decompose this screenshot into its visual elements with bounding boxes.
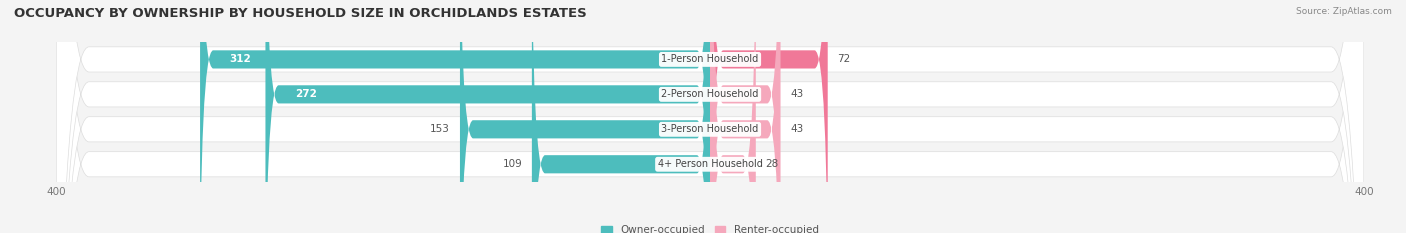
FancyBboxPatch shape: [531, 0, 710, 233]
FancyBboxPatch shape: [56, 0, 1364, 233]
FancyBboxPatch shape: [56, 0, 1364, 233]
Legend: Owner-occupied, Renter-occupied: Owner-occupied, Renter-occupied: [598, 221, 823, 233]
Text: 272: 272: [295, 89, 316, 99]
FancyBboxPatch shape: [266, 0, 710, 233]
Text: 109: 109: [502, 159, 522, 169]
FancyBboxPatch shape: [710, 0, 780, 233]
Text: 28: 28: [766, 159, 779, 169]
Text: OCCUPANCY BY OWNERSHIP BY HOUSEHOLD SIZE IN ORCHIDLANDS ESTATES: OCCUPANCY BY OWNERSHIP BY HOUSEHOLD SIZE…: [14, 7, 586, 20]
Text: 312: 312: [229, 55, 252, 64]
Text: 43: 43: [790, 124, 803, 134]
FancyBboxPatch shape: [710, 0, 780, 233]
FancyBboxPatch shape: [710, 0, 756, 233]
Text: 1-Person Household: 1-Person Household: [661, 55, 759, 64]
FancyBboxPatch shape: [710, 0, 828, 233]
Text: Source: ZipAtlas.com: Source: ZipAtlas.com: [1296, 7, 1392, 16]
Text: 43: 43: [790, 89, 803, 99]
Text: 3-Person Household: 3-Person Household: [661, 124, 759, 134]
Text: 153: 153: [430, 124, 450, 134]
FancyBboxPatch shape: [200, 0, 710, 233]
Text: 4+ Person Household: 4+ Person Household: [658, 159, 762, 169]
FancyBboxPatch shape: [460, 0, 710, 233]
Text: 2-Person Household: 2-Person Household: [661, 89, 759, 99]
Text: 72: 72: [838, 55, 851, 64]
FancyBboxPatch shape: [56, 0, 1364, 233]
FancyBboxPatch shape: [56, 0, 1364, 233]
